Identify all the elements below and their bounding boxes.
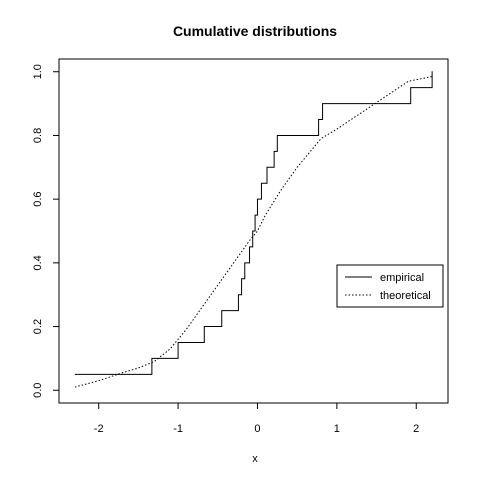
y-tick-label: 1.0 <box>32 64 44 79</box>
x-tick-label: 2 <box>413 423 419 435</box>
y-tick-label: 0.0 <box>32 383 44 398</box>
x-axis-label: x <box>252 453 258 465</box>
series-empirical <box>74 71 433 375</box>
series-theoretical <box>74 76 433 388</box>
x-tick-label: -1 <box>173 423 183 435</box>
plot-frame <box>58 58 449 404</box>
chart-title: Cumulative distributions <box>173 23 337 39</box>
x-axis: -2 -1 0 1 2 <box>94 403 419 435</box>
legend-box <box>336 264 444 308</box>
y-tick-label: 0.4 <box>32 255 44 270</box>
legend-label-empirical: empirical <box>380 272 424 284</box>
x-tick-label: 0 <box>254 423 260 435</box>
x-tick-label: 1 <box>334 423 340 435</box>
y-axis: 0.0 0.2 0.4 0.6 0.8 1.0 <box>32 64 59 398</box>
y-tick-label: 0.2 <box>32 319 44 334</box>
legend: empirical theoretical <box>336 264 444 308</box>
legend-label-theoretical: theoretical <box>380 290 431 302</box>
series-layer <box>74 71 433 388</box>
y-tick-label: 0.8 <box>32 128 44 143</box>
x-tick-label: -2 <box>94 423 104 435</box>
y-tick-label: 0.6 <box>32 191 44 206</box>
